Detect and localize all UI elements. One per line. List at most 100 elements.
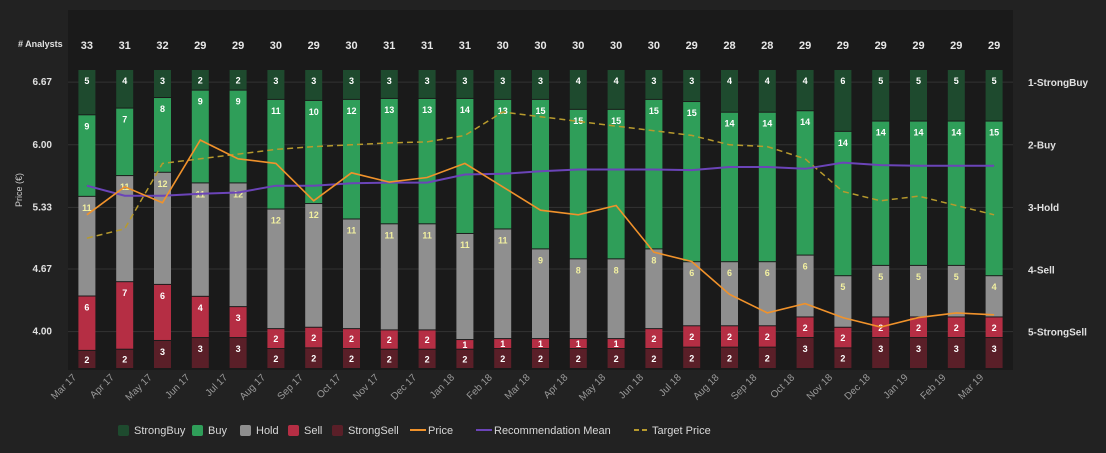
bar-value-label: 1 (462, 340, 467, 350)
bar-strongsell-12 (532, 349, 549, 368)
bar-value-label: 1 (538, 339, 543, 349)
bar-value-label: 3 (198, 344, 203, 354)
y-tick-label: 4.00 (33, 327, 53, 338)
bar-value-label: 5 (84, 76, 89, 86)
legend-label: StrongSell (348, 425, 399, 437)
bar-value-label: 12 (157, 179, 167, 189)
bar-value-label: 2 (311, 333, 316, 343)
bar-buy-8 (380, 98, 398, 224)
bar-buy-22 (910, 121, 927, 265)
legend-label: Price (428, 425, 453, 437)
analysts-label: # Analysts (18, 39, 63, 49)
y-tick-label: 6.00 (33, 140, 53, 151)
analyst-count: 29 (686, 40, 698, 52)
bar-value-label: 3 (462, 76, 467, 86)
bar-strongbuy-11 (494, 70, 512, 99)
legend-swatch-sell (288, 425, 299, 436)
bar-value-label: 14 (913, 128, 923, 138)
bar-hold-4 (229, 183, 247, 307)
bar-value-label: 3 (954, 344, 959, 354)
bar-sell-1 (116, 282, 134, 349)
analyst-count: 29 (232, 40, 244, 52)
analyst-count: 29 (308, 40, 320, 52)
y-tick-label: 5.33 (33, 202, 53, 213)
bar-hold-3 (191, 183, 209, 296)
bar-value-label: 4 (122, 76, 127, 86)
bar-sell-9 (418, 330, 436, 349)
analyst-count: 30 (270, 40, 282, 52)
right-axis-label: 4-Sell (1028, 265, 1055, 276)
bar-sell-2 (154, 284, 171, 340)
legend-swatch-hold (240, 425, 251, 436)
bar-value-label: 2 (273, 354, 278, 364)
bar-value-label: 4 (803, 76, 808, 86)
bar-value-label: 2 (765, 353, 770, 363)
bar-sell-0 (78, 296, 96, 350)
bar-buy-20 (834, 131, 852, 276)
bar-value-label: 15 (687, 108, 697, 118)
bar-value-label: 2 (576, 354, 581, 364)
bar-strongbuy-3 (191, 70, 209, 90)
bar-value-label: 15 (611, 116, 621, 126)
bar-strongsell-1 (116, 349, 134, 368)
legend-label: Target Price (652, 425, 711, 437)
bar-value-label: 15 (649, 106, 659, 116)
bar-value-label: 15 (573, 116, 583, 126)
bar-value-label: 5 (840, 282, 845, 292)
legend-label: Buy (208, 425, 227, 437)
bar-strongsell-4 (229, 338, 247, 368)
bar-buy-11 (494, 99, 512, 229)
bar-value-label: 11 (347, 226, 357, 236)
target-price-line (86, 111, 995, 239)
bar-value-label: 5 (954, 76, 959, 86)
analyst-count: 30 (610, 40, 622, 52)
bar-value-label: 2 (122, 354, 127, 364)
bar-strongbuy-4 (229, 70, 247, 90)
bar-value-label: 14 (800, 117, 810, 127)
bar-buy-3 (191, 90, 209, 183)
bar-value-label: 2 (311, 354, 316, 364)
bar-value-label: 3 (160, 347, 165, 357)
bar-strongbuy-6 (305, 70, 323, 100)
bar-value-label: 15 (535, 106, 545, 116)
bar-hold-21 (872, 265, 890, 317)
bar-strongsell-16 (683, 347, 701, 368)
bar-value-label: 3 (500, 76, 505, 86)
bar-value-label: 11 (271, 106, 281, 116)
y-tick-label: 6.67 (33, 77, 53, 88)
analyst-count: 28 (761, 40, 773, 52)
bar-value-label: 12 (346, 106, 356, 116)
bar-value-label: 1 (576, 339, 581, 349)
bar-value-label: 8 (576, 265, 581, 275)
bar-strongbuy-1 (116, 70, 134, 108)
bar-hold-11 (494, 229, 512, 339)
analyst-count: 29 (950, 40, 962, 52)
bar-value-label: 2 (727, 332, 732, 342)
bar-sell-12 (532, 339, 549, 349)
bar-value-label: 7 (122, 288, 127, 298)
bar-value-label: 2 (765, 332, 770, 342)
bar-sell-16 (683, 326, 701, 347)
bar-value-label: 9 (236, 97, 241, 107)
bar-value-label: 3 (387, 76, 392, 86)
bar-strongbuy-22 (910, 70, 927, 121)
bar-strongsell-9 (418, 349, 436, 368)
bar-sell-19 (796, 317, 814, 338)
legend-swatch-strongbuy (118, 425, 129, 436)
bar-value-label: 5 (878, 76, 883, 86)
bar-value-label: 2 (651, 334, 656, 344)
bar-value-label: 1 (614, 339, 619, 349)
bar-strongsell-22 (910, 338, 927, 368)
right-axis-label: 2-Buy (1028, 141, 1056, 152)
price-line (86, 139, 995, 328)
bar-value-label: 2 (273, 334, 278, 344)
bar-hold-15 (645, 249, 663, 329)
bar-buy-6 (305, 100, 323, 204)
legend-swatch-strongsell (332, 425, 343, 436)
bar-value-label: 6 (840, 76, 845, 86)
bar-strongbuy-24 (985, 70, 1003, 121)
bar-value-label: 2 (500, 354, 505, 364)
recommendation-mean-line (86, 161, 995, 197)
bar-value-label: 10 (309, 107, 319, 117)
bar-value-label: 13 (422, 105, 432, 115)
